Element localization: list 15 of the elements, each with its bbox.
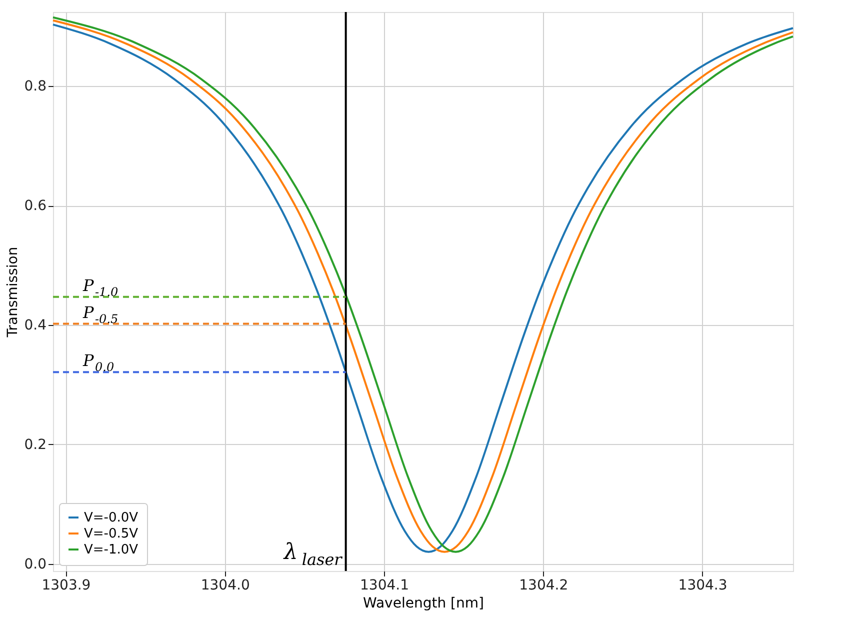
- x-tick-label: 1304.1: [360, 578, 410, 594]
- x-tick-label: 1304.2: [519, 578, 568, 594]
- y-tick-label: 0.8: [24, 78, 46, 95]
- x-tick-label: 1303.9: [42, 578, 91, 594]
- legend-label: V=-1.0V: [84, 542, 138, 558]
- legend-label: V=-0.5V: [84, 526, 138, 542]
- y-tick-label: 0.2: [24, 436, 46, 453]
- y-tick-label: 0.0: [24, 556, 46, 572]
- x-tick-label: 1304.3: [678, 578, 728, 594]
- x-axis-title: Wavelength [nm]: [363, 596, 484, 612]
- x-tick-label: 1304.0: [200, 578, 250, 594]
- y-axis-title: Transmission: [5, 246, 22, 338]
- y-tick-label: 0.4: [24, 317, 47, 334]
- y-tick-label: 0.6: [24, 198, 47, 214]
- legend-label: V=-0.0V: [84, 510, 138, 526]
